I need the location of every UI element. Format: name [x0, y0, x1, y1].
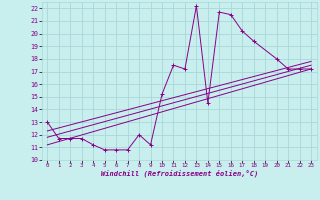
X-axis label: Windchill (Refroidissement éolien,°C): Windchill (Refroidissement éolien,°C): [100, 170, 258, 177]
